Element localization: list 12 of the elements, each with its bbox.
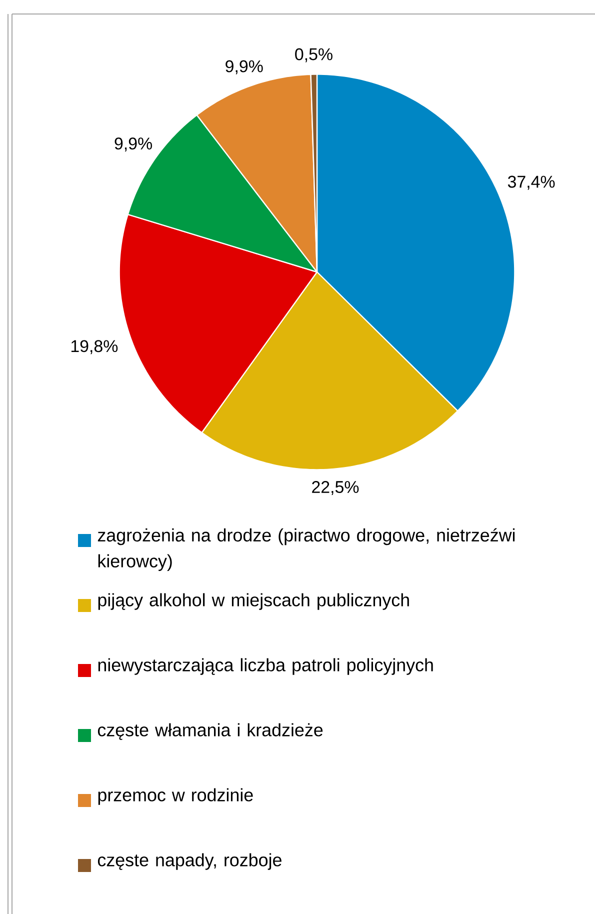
legend-label: niewystarczająca liczba patroli policyjnych <box>98 658 433 675</box>
data-label: 19,8% <box>71 340 118 354</box>
data-label: 0,5% <box>295 48 332 62</box>
legend-label: przemoc w rodzinie <box>98 788 253 805</box>
legend-label: częste napady, rozboje <box>98 853 282 870</box>
legend-label: zagrożenia na drodze (piractwo drogowe, nietrzeźwi kierowcy) <box>98 528 515 572</box>
legend-label: pijący alkohol w miejscach publicznych <box>98 593 409 610</box>
legend-label: częste włamania i kradzieże <box>98 723 323 740</box>
data-label: 9,9% <box>226 60 263 74</box>
data-label: 22,5% <box>312 481 359 496</box>
data-label: 37,4% <box>508 176 555 190</box>
data-label: 9,9% <box>114 138 152 152</box>
